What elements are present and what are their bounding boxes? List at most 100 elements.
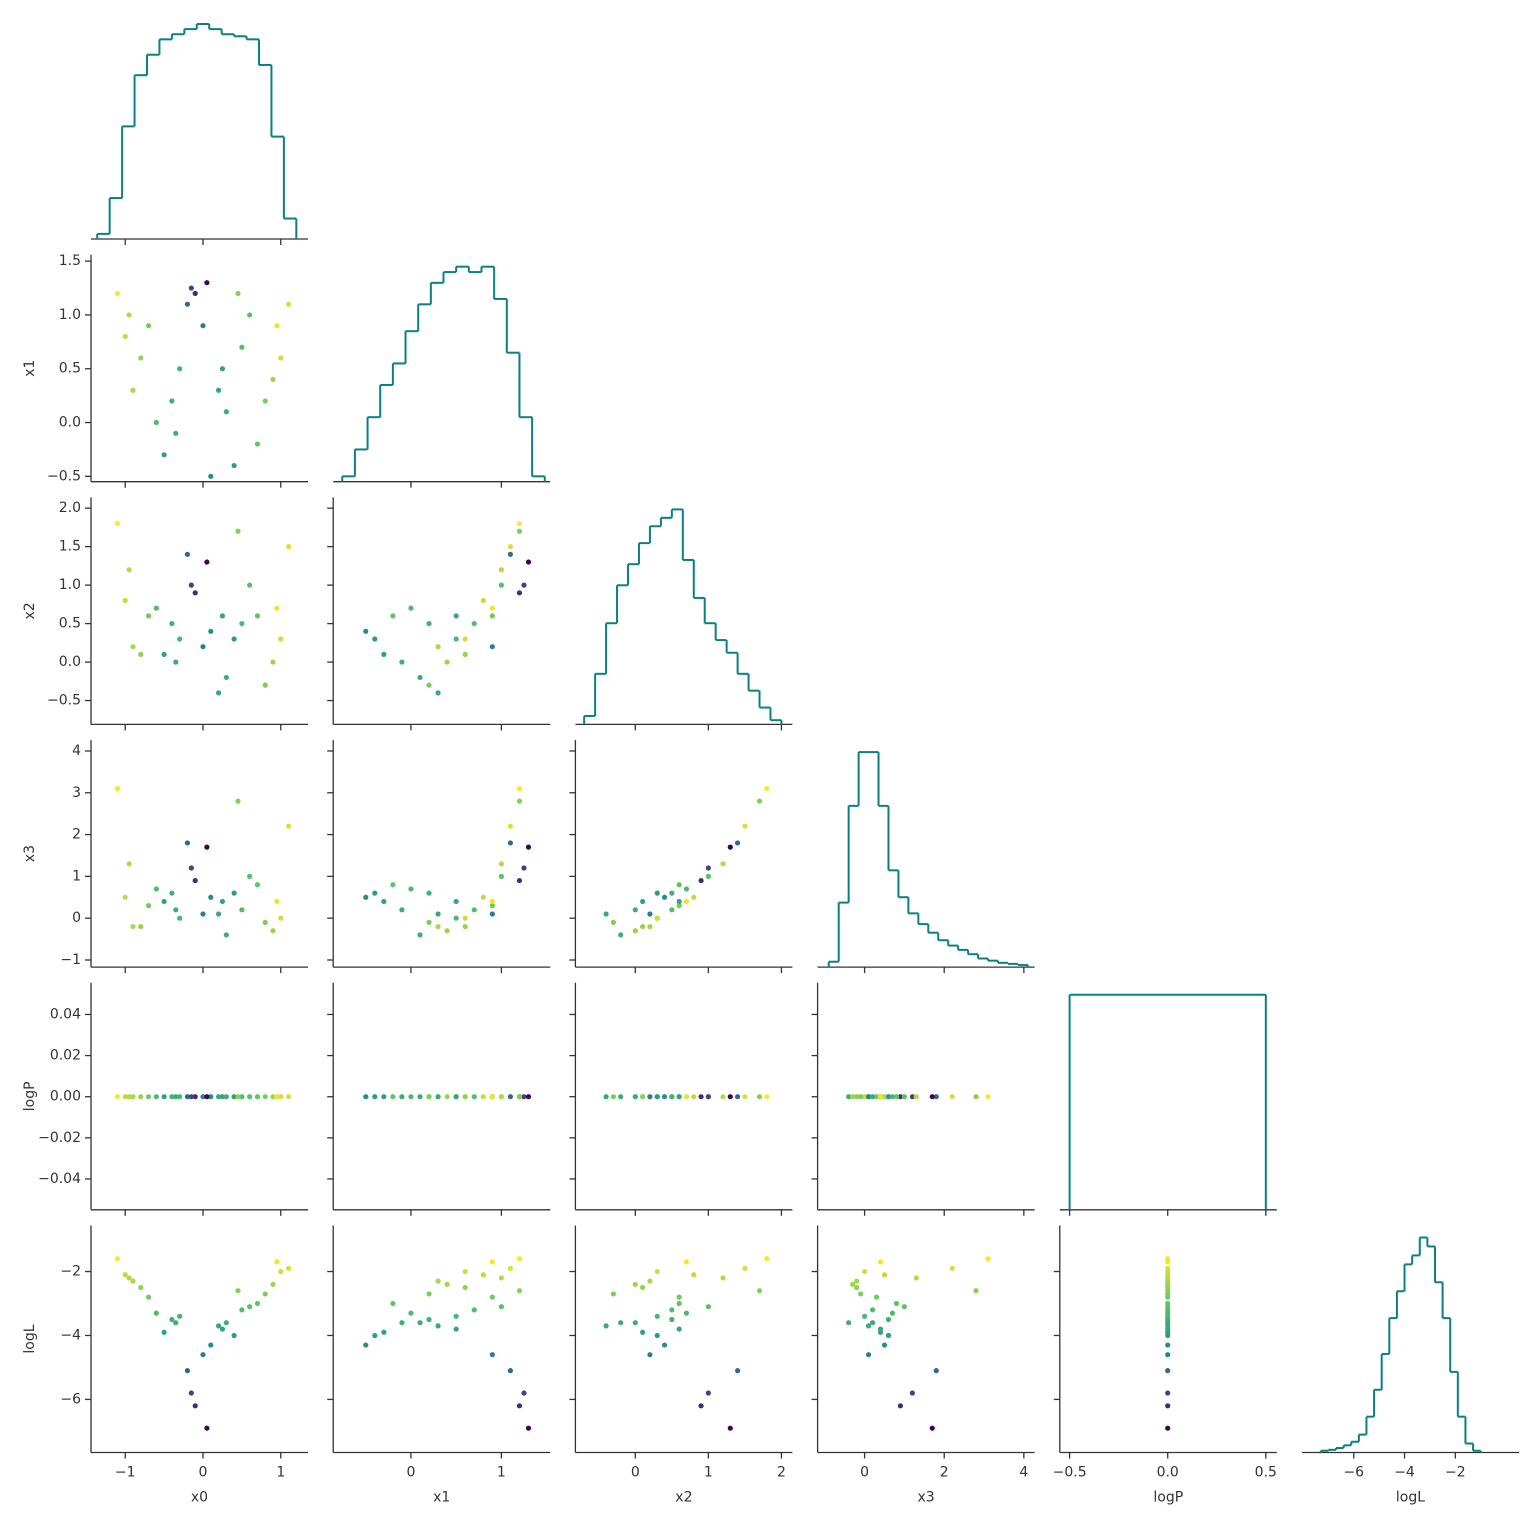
point	[654, 915, 660, 921]
point	[742, 1094, 748, 1100]
point	[850, 1094, 856, 1100]
point	[223, 409, 229, 415]
x-tick-label: 2	[940, 1465, 949, 1481]
point	[417, 1320, 423, 1326]
point	[426, 919, 432, 925]
point	[169, 398, 175, 404]
y-tick-label: 0.0	[59, 654, 81, 670]
point	[399, 907, 405, 913]
point	[480, 894, 486, 900]
point	[489, 1259, 495, 1265]
point	[130, 1094, 136, 1100]
point	[145, 1294, 152, 1300]
point	[161, 898, 167, 905]
point	[169, 890, 175, 896]
point	[278, 1268, 284, 1275]
y-tick-label: −0.5	[47, 468, 81, 484]
point	[278, 355, 284, 361]
x-tick-label: 1	[497, 1465, 506, 1481]
y-tick-label: 3	[72, 785, 81, 801]
point	[254, 882, 261, 888]
point	[390, 1300, 396, 1307]
point	[444, 1094, 450, 1100]
point	[417, 1094, 423, 1100]
point	[173, 907, 179, 913]
point	[215, 690, 222, 696]
point	[498, 873, 504, 879]
point	[498, 861, 504, 867]
point	[381, 898, 387, 905]
point	[489, 1094, 495, 1100]
point	[114, 1094, 121, 1100]
point	[285, 1265, 292, 1271]
point	[274, 323, 280, 329]
point	[516, 528, 523, 534]
point	[489, 613, 495, 619]
point	[676, 1300, 682, 1307]
point	[239, 344, 245, 350]
point	[239, 1307, 245, 1313]
point	[231, 1332, 237, 1339]
point	[877, 1094, 884, 1100]
point	[525, 559, 532, 565]
point	[647, 911, 653, 917]
point	[764, 1094, 770, 1100]
point	[453, 636, 459, 642]
point	[408, 1094, 414, 1100]
point	[145, 613, 152, 619]
point	[138, 1284, 144, 1291]
point	[480, 1272, 486, 1278]
point	[122, 1272, 128, 1278]
point	[516, 1403, 523, 1409]
point	[126, 1275, 132, 1281]
point	[208, 894, 214, 900]
point	[126, 567, 132, 573]
point	[654, 1094, 660, 1100]
point	[661, 894, 668, 900]
point	[727, 844, 733, 850]
point	[691, 1094, 697, 1100]
point	[973, 1288, 979, 1294]
point	[929, 1094, 935, 1100]
point	[235, 1288, 241, 1294]
point	[462, 636, 468, 642]
y-tick-label: 0.04	[50, 1006, 81, 1022]
point	[632, 1094, 638, 1100]
point	[231, 636, 237, 642]
x-tick-label: 4	[1019, 1465, 1028, 1481]
point	[130, 644, 136, 650]
point	[973, 1094, 979, 1100]
point	[854, 1094, 860, 1100]
point	[145, 903, 152, 909]
point	[610, 1094, 616, 1100]
point	[705, 1304, 711, 1310]
point	[435, 644, 441, 650]
point	[177, 915, 183, 921]
y-tick-label: −4	[60, 1327, 81, 1343]
point	[444, 1281, 450, 1287]
point	[525, 1425, 532, 1431]
y-tick-label: 1.0	[59, 307, 81, 323]
point	[173, 1320, 179, 1326]
point	[235, 798, 241, 804]
x-axis-label: x0	[191, 1490, 208, 1506]
point	[676, 903, 682, 909]
point	[865, 1352, 872, 1358]
point	[274, 605, 280, 611]
point	[184, 301, 191, 307]
point	[949, 1265, 955, 1271]
point	[1165, 1352, 1171, 1358]
point	[254, 441, 261, 447]
point	[521, 1390, 527, 1396]
point	[173, 659, 179, 665]
point	[516, 798, 523, 804]
point	[985, 1256, 991, 1262]
point	[1165, 1425, 1171, 1431]
x-axis-label: x3	[917, 1490, 934, 1506]
x-tick-label: 0	[631, 1465, 640, 1481]
point	[262, 682, 268, 688]
x-tick-label: 0	[860, 1465, 869, 1481]
point	[122, 894, 128, 900]
point	[858, 1291, 864, 1297]
